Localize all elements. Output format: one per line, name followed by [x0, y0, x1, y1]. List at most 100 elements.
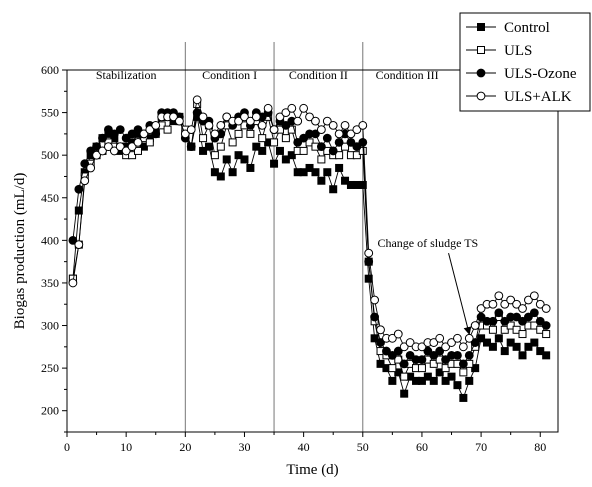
- data-point: [151, 120, 161, 130]
- data-point: [246, 163, 255, 172]
- data-point: [281, 108, 291, 117]
- data-point: [74, 240, 84, 250]
- data-point: [121, 133, 131, 143]
- data-point: [322, 133, 332, 143]
- data-point: [121, 146, 131, 156]
- data-point: [228, 168, 237, 177]
- y-tick-label: 350: [41, 276, 59, 290]
- data-point: [228, 138, 237, 147]
- legend-item: ULS-Ozone: [466, 66, 577, 82]
- data-point: [299, 146, 308, 155]
- data-point: [382, 346, 391, 356]
- data-point: [328, 146, 338, 156]
- x-axis-label: Time (d): [286, 462, 338, 478]
- data-point: [68, 278, 78, 288]
- data-point: [92, 150, 101, 160]
- data-point: [417, 342, 427, 352]
- data-point: [258, 134, 267, 143]
- data-point: [459, 393, 468, 402]
- data-point: [500, 316, 510, 326]
- data-point: [204, 120, 214, 130]
- data-point: [335, 163, 344, 172]
- y-tick-label: 400: [41, 233, 59, 247]
- data-point: [316, 142, 326, 152]
- data-point: [494, 308, 504, 318]
- data-point: [441, 342, 451, 352]
- data-point: [133, 138, 143, 147]
- data-point: [305, 138, 314, 147]
- data-point: [429, 338, 439, 347]
- data-point: [311, 168, 320, 177]
- x-tick-label: 60: [416, 440, 428, 454]
- data-point: [393, 346, 403, 356]
- legend-marker: [476, 68, 486, 78]
- data-point: [435, 346, 445, 356]
- data-point: [429, 359, 438, 368]
- data-point: [305, 112, 314, 122]
- data-point: [281, 134, 290, 143]
- data-point: [512, 342, 521, 351]
- y-axis-label: Biogas production (mL/d): [12, 173, 28, 330]
- data-point: [506, 321, 515, 330]
- data-point: [311, 129, 320, 139]
- data-point: [341, 142, 350, 151]
- data-point: [453, 350, 462, 360]
- data-point: [115, 125, 125, 135]
- data-point: [506, 295, 516, 305]
- x-tick-label: 10: [120, 440, 132, 454]
- legend-label: ULS+ALK: [504, 89, 572, 105]
- data-point: [270, 159, 279, 168]
- data-point: [542, 351, 551, 360]
- data-point: [417, 355, 427, 365]
- data-point: [68, 235, 78, 245]
- data-point: [364, 257, 374, 267]
- data-point: [346, 129, 356, 139]
- data-point: [293, 116, 303, 126]
- data-point: [500, 325, 509, 334]
- data-point: [109, 146, 119, 156]
- data-point: [287, 103, 297, 113]
- series-layer: [68, 95, 551, 402]
- data-point: [299, 168, 308, 177]
- data-point: [275, 146, 284, 155]
- data-point: [210, 168, 219, 177]
- data-point: [370, 312, 380, 322]
- data-point: [535, 316, 545, 326]
- data-point: [394, 368, 403, 377]
- data-point: [145, 125, 155, 135]
- data-point: [281, 155, 290, 164]
- data-point: [133, 146, 142, 155]
- data-point: [488, 342, 497, 351]
- data-point: [488, 316, 498, 326]
- annotation: Change of sludge TS: [377, 236, 478, 336]
- data-point: [322, 116, 332, 126]
- data-point: [86, 146, 96, 156]
- data-point: [86, 163, 96, 173]
- data-point: [488, 325, 497, 334]
- data-point: [399, 342, 409, 352]
- data-point: [494, 291, 504, 301]
- data-point: [536, 347, 545, 356]
- data-point: [198, 112, 208, 122]
- data-point: [387, 350, 397, 360]
- data-point: [210, 129, 220, 139]
- y-tick-label: 550: [41, 106, 59, 120]
- data-point: [216, 120, 226, 130]
- data-point: [405, 338, 415, 347]
- data-point: [488, 299, 498, 309]
- data-point: [471, 364, 480, 373]
- data-point: [417, 376, 426, 385]
- data-point: [287, 151, 296, 160]
- data-point: [340, 120, 350, 130]
- data-point: [459, 368, 468, 377]
- legend-item: ULS: [466, 43, 532, 59]
- data-point: [317, 155, 326, 164]
- data-point: [240, 155, 249, 164]
- data-point: [346, 138, 356, 147]
- data-point: [246, 129, 255, 138]
- data-point: [429, 350, 439, 360]
- data-point: [180, 129, 190, 139]
- data-point: [464, 350, 474, 360]
- data-point: [335, 151, 344, 160]
- data-point: [388, 364, 397, 373]
